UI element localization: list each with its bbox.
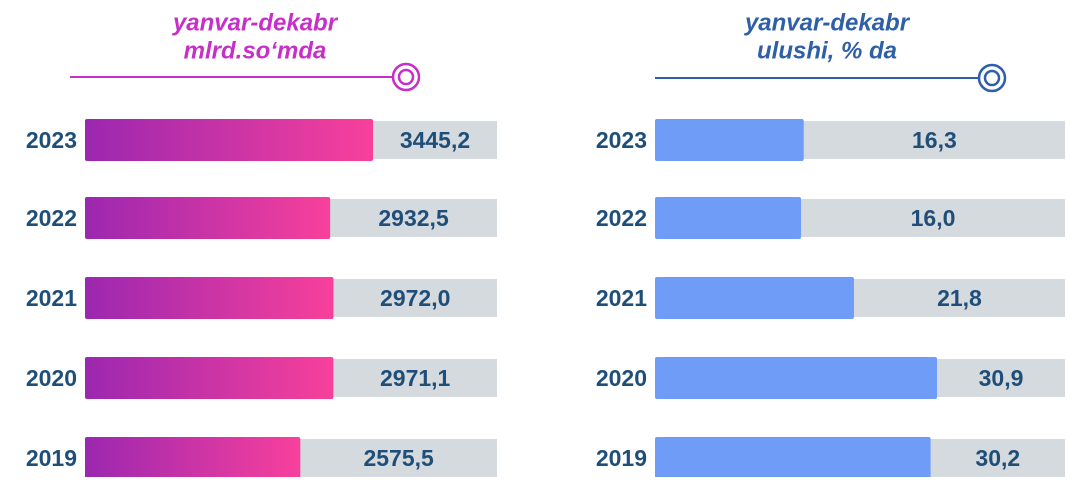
- category-label: 2020: [596, 365, 647, 391]
- bar: [655, 119, 804, 161]
- value-label: 30,2: [975, 445, 1020, 471]
- chart-title: yanvar-dekabr: [744, 9, 911, 36]
- value-label: 2971,1: [380, 365, 451, 391]
- category-label: 2022: [26, 205, 77, 231]
- category-label: 2023: [26, 127, 77, 153]
- category-label: 2020: [26, 365, 77, 391]
- value-label: 2575,5: [363, 445, 434, 471]
- bar: [655, 277, 854, 319]
- value-label: 3445,2: [400, 127, 470, 153]
- value-label: 21,8: [937, 285, 982, 311]
- chart-title: yanvar-dekabr: [172, 9, 339, 36]
- category-label: 2023: [596, 127, 647, 153]
- bar: [85, 119, 373, 161]
- chart-subtitle: mlrd.so‘mda: [184, 37, 327, 64]
- bar: [85, 357, 334, 399]
- bar: [85, 437, 301, 479]
- bar: [655, 357, 937, 399]
- value-label: 2972,0: [380, 285, 450, 311]
- category-label: 2019: [596, 445, 647, 471]
- decor-left: [70, 62, 421, 92]
- value-label: 16,0: [911, 205, 956, 231]
- category-label: 2021: [26, 285, 77, 311]
- value-label: 30,9: [979, 365, 1024, 391]
- value-label: 16,3: [912, 127, 957, 153]
- bar: [655, 197, 802, 239]
- category-label: 2019: [26, 445, 77, 471]
- bar: [85, 277, 334, 319]
- bar: [655, 437, 931, 479]
- chart-subtitle: ulushi, % da: [757, 37, 897, 64]
- value-label: 2932,5: [378, 205, 449, 231]
- category-label: 2021: [596, 285, 647, 311]
- category-label: 2022: [596, 205, 647, 231]
- decor-right: [655, 63, 1007, 93]
- bar: [85, 197, 331, 239]
